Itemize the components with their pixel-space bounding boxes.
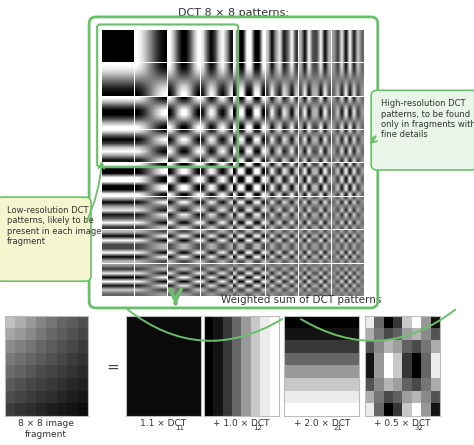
Text: Weighted sum of DCT patterns: Weighted sum of DCT patterns — [221, 295, 381, 305]
Text: 11: 11 — [175, 425, 184, 431]
FancyBboxPatch shape — [371, 90, 474, 170]
FancyBboxPatch shape — [0, 197, 91, 281]
Text: 21: 21 — [334, 425, 343, 431]
Text: Low-resolution DCT
patterns, likely to be
present in each image
fragment: Low-resolution DCT patterns, likely to b… — [7, 206, 101, 246]
Text: 8 × 8 image
fragment: 8 × 8 image fragment — [18, 419, 74, 439]
Text: + 1.0 × DCT: + 1.0 × DCT — [213, 419, 270, 428]
Text: 32: 32 — [414, 425, 423, 431]
Text: =: = — [107, 360, 119, 375]
Text: DCT 8 × 8 patterns:: DCT 8 × 8 patterns: — [178, 8, 289, 18]
Text: + 0.5 × DCT: + 0.5 × DCT — [374, 419, 431, 428]
Text: 1.1 × DCT: 1.1 × DCT — [140, 419, 186, 428]
Text: High-resolution DCT
patterns, to be found
only in fragments with
fine details: High-resolution DCT patterns, to be foun… — [381, 99, 474, 139]
Text: + 2.0 × DCT: + 2.0 × DCT — [294, 419, 350, 428]
Text: 12: 12 — [253, 425, 262, 431]
